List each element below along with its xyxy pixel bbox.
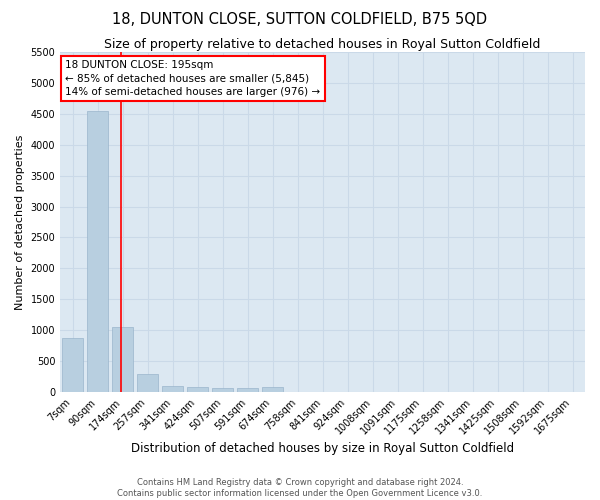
Text: 18, DUNTON CLOSE, SUTTON COLDFIELD, B75 5QD: 18, DUNTON CLOSE, SUTTON COLDFIELD, B75 …: [112, 12, 488, 28]
Bar: [87, 110, 108, 392]
Y-axis label: Number of detached properties: Number of detached properties: [15, 134, 25, 310]
Text: 18 DUNTON CLOSE: 195sqm
← 85% of detached houses are smaller (5,845)
14% of semi: 18 DUNTON CLOSE: 195sqm ← 85% of detache…: [65, 60, 320, 96]
Bar: [112, 326, 133, 392]
Bar: [212, 388, 233, 392]
Bar: [237, 388, 258, 392]
Title: Size of property relative to detached houses in Royal Sutton Coldfield: Size of property relative to detached ho…: [104, 38, 541, 51]
Bar: [187, 388, 208, 392]
X-axis label: Distribution of detached houses by size in Royal Sutton Coldfield: Distribution of detached houses by size …: [131, 442, 514, 455]
Bar: [262, 388, 283, 392]
Bar: [62, 338, 83, 392]
Bar: [162, 386, 183, 392]
Bar: [137, 374, 158, 392]
Text: Contains HM Land Registry data © Crown copyright and database right 2024.
Contai: Contains HM Land Registry data © Crown c…: [118, 478, 482, 498]
